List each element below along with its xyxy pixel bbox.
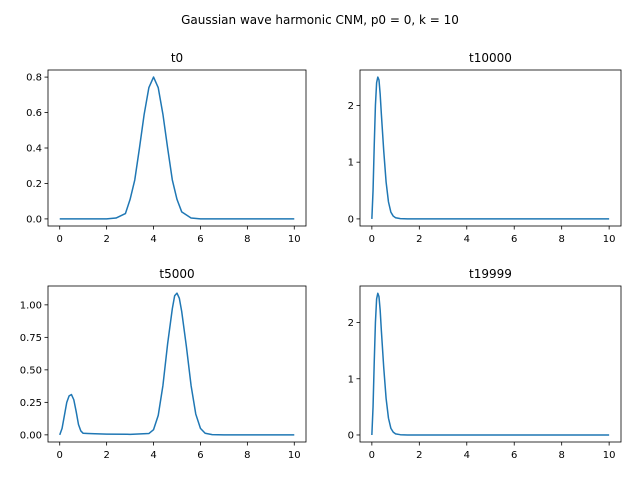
y-tick-label: 0.00 (20, 430, 42, 441)
subplot-title: t0 (171, 51, 183, 65)
y-tick-label: 0 (348, 214, 354, 225)
y-tick-label: 0.25 (20, 398, 42, 409)
x-tick-label: 4 (464, 450, 470, 461)
x-tick-label: 4 (150, 450, 156, 461)
x-tick-label: 0 (369, 234, 375, 245)
x-tick-label: 10 (288, 234, 301, 245)
x-tick-label: 8 (244, 234, 250, 245)
subplot-title: t5000 (159, 267, 194, 281)
subplot-title: t19999 (469, 267, 512, 281)
x-tick-label: 2 (416, 234, 422, 245)
y-tick-label: 0 (348, 430, 354, 441)
x-tick-label: 4 (464, 234, 470, 245)
x-tick-label: 6 (511, 450, 517, 461)
x-tick-label: 10 (603, 450, 616, 461)
x-tick-label: 4 (150, 234, 156, 245)
x-tick-label: 6 (197, 450, 203, 461)
axes-frame (359, 285, 622, 443)
y-tick-label: 0.0 (26, 214, 42, 225)
series-line (371, 76, 610, 220)
y-tick-label: 1.00 (20, 300, 42, 311)
x-tick-label: 0 (369, 450, 375, 461)
x-tick-label: 0 (57, 450, 63, 461)
series-line (59, 292, 295, 436)
x-tick-label: 8 (558, 450, 564, 461)
x-tick-label: 10 (603, 234, 616, 245)
x-tick-label: 8 (244, 450, 250, 461)
y-tick-label: 0.4 (26, 144, 42, 155)
x-tick-label: 2 (103, 450, 109, 461)
y-tick-label: 0.75 (20, 333, 42, 344)
x-tick-label: 2 (416, 450, 422, 461)
x-tick-label: 2 (103, 234, 109, 245)
x-tick-label: 10 (288, 450, 301, 461)
y-tick-label: 2 (348, 318, 354, 329)
subplot-t5000: t5000 0 2 4 6 8 10 0.00 0.25 0.50 0.75 1.00 (20, 267, 307, 461)
series-line (59, 76, 295, 220)
subplot-t19999: t19999 0 2 4 6 8 10 0 1 2 (348, 267, 622, 461)
y-tick-label: 1 (348, 374, 354, 385)
y-tick-label: 0.50 (20, 365, 42, 376)
y-tick-label: 0.8 (26, 73, 42, 84)
series-line (371, 292, 610, 436)
figure-suptitle: Gaussian wave harmonic CNM, p0 = 0, k = … (181, 13, 459, 27)
subplot-title: t10000 (469, 51, 512, 65)
y-tick-label: 2 (348, 101, 354, 112)
axes-frame (47, 285, 307, 443)
x-tick-label: 6 (197, 234, 203, 245)
x-tick-label: 6 (511, 234, 517, 245)
y-tick-label: 0.6 (26, 108, 42, 119)
subplot-t0: t0 0 2 4 6 8 10 0.0 0.2 0.4 0.6 0.8 (26, 51, 307, 245)
y-tick-label: 1 (348, 158, 354, 169)
x-tick-label: 8 (558, 234, 564, 245)
x-tick-label: 0 (57, 234, 63, 245)
axes-frame (359, 69, 622, 227)
y-tick-label: 0.2 (26, 179, 42, 190)
subplot-t10000: t10000 0 2 4 6 8 10 0 1 2 (348, 51, 622, 245)
